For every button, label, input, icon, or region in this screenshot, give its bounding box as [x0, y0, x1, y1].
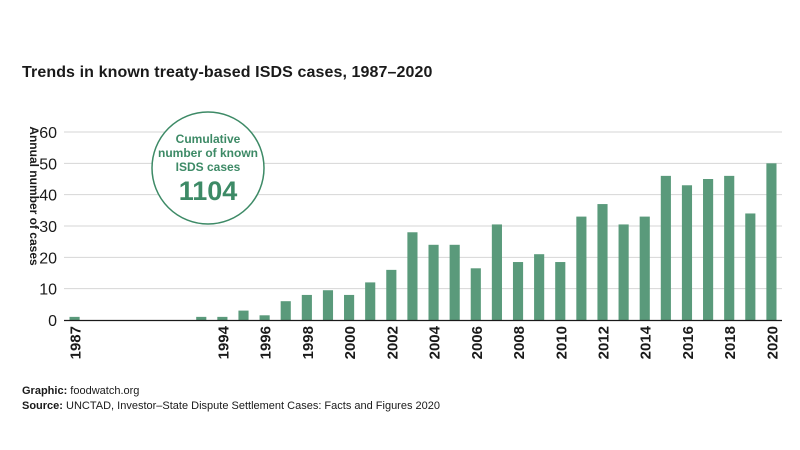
x-tick-label: 1987 — [68, 326, 85, 359]
x-axis-ticks: 1987 1994 1996 1998 2000 2002 2004 2006 2008 2010… — [68, 325, 782, 359]
x-tick-label: 2002 — [384, 326, 401, 359]
bar — [597, 204, 608, 320]
bar — [703, 179, 714, 320]
x-tick-label: 2010 — [553, 326, 570, 359]
bar — [365, 282, 376, 320]
bars — [69, 163, 777, 320]
source-label: Source: — [22, 400, 63, 412]
graphic-value: foodwatch.org — [70, 385, 140, 397]
cumulative-annotation: Cumulative number of known ISDS cases 11… — [151, 111, 265, 225]
bar — [639, 216, 650, 320]
annotation-line-2: number of known — [158, 146, 258, 160]
bar — [491, 224, 502, 320]
bar — [238, 310, 249, 320]
bar — [196, 316, 207, 320]
x-tick-label: 2004 — [427, 325, 444, 359]
bar — [428, 244, 439, 320]
y-tick-label: 60 — [39, 125, 57, 142]
y-tick-label: 50 — [39, 156, 57, 173]
bar — [618, 224, 629, 320]
x-tick-label: 2018 — [722, 326, 739, 359]
bar — [745, 213, 756, 320]
bar — [470, 268, 481, 320]
y-tick-label: 10 — [39, 282, 57, 299]
x-tick-label: 2012 — [596, 326, 613, 359]
y-tick-label: 0 — [48, 313, 57, 330]
bar — [301, 294, 312, 320]
bar — [681, 185, 693, 320]
annotation-circle — [151, 111, 265, 225]
y-tick-label: 20 — [39, 250, 57, 267]
bar — [217, 316, 228, 320]
bar — [449, 244, 460, 320]
bar — [386, 269, 397, 320]
annotation-value: 1104 — [179, 176, 238, 206]
x-tick-label: 2008 — [511, 326, 528, 359]
graphic-credit: Graphic: foodwatch.org — [22, 384, 440, 399]
bar — [534, 254, 545, 320]
bar — [322, 290, 334, 320]
annotation-line-1: Cumulative — [176, 132, 241, 146]
y-tick-label: 40 — [39, 188, 57, 205]
x-tick-label: 2006 — [469, 326, 486, 359]
source-credit: Source: UNCTAD, Investor–State Dispute S… — [22, 399, 440, 414]
footer: Graphic: foodwatch.org Source: UNCTAD, I… — [22, 384, 440, 414]
x-tick-label: 2000 — [342, 326, 359, 359]
bar — [576, 216, 587, 320]
x-tick-label: 2016 — [680, 326, 697, 359]
annotation-line-3: ISDS cases — [176, 160, 241, 174]
bar — [407, 232, 418, 320]
bar — [724, 175, 735, 320]
x-tick-label: 1998 — [300, 326, 317, 359]
bar — [512, 262, 524, 320]
bar — [344, 294, 355, 320]
chart-title: Trends in known treaty-based ISDS cases,… — [22, 64, 433, 81]
y-tick-label: 30 — [39, 219, 57, 236]
source-value: UNCTAD, Investor–State Dispute Settlemen… — [66, 400, 440, 412]
bar — [259, 315, 270, 320]
graphic-label: Graphic: — [22, 385, 68, 397]
x-tick-label: 2014 — [638, 325, 655, 359]
x-tick-label: 1994 — [215, 325, 232, 359]
bar — [69, 316, 80, 320]
bar — [766, 163, 777, 320]
bar — [660, 175, 671, 320]
y-axis-ticks: 0 10 20 30 40 50 60 — [39, 125, 57, 330]
bar — [280, 301, 291, 320]
bar — [555, 262, 566, 320]
x-tick-label: 2020 — [764, 326, 781, 359]
y-axis-label: Annual number of cases — [27, 126, 41, 266]
x-tick-label: 1996 — [258, 326, 275, 359]
